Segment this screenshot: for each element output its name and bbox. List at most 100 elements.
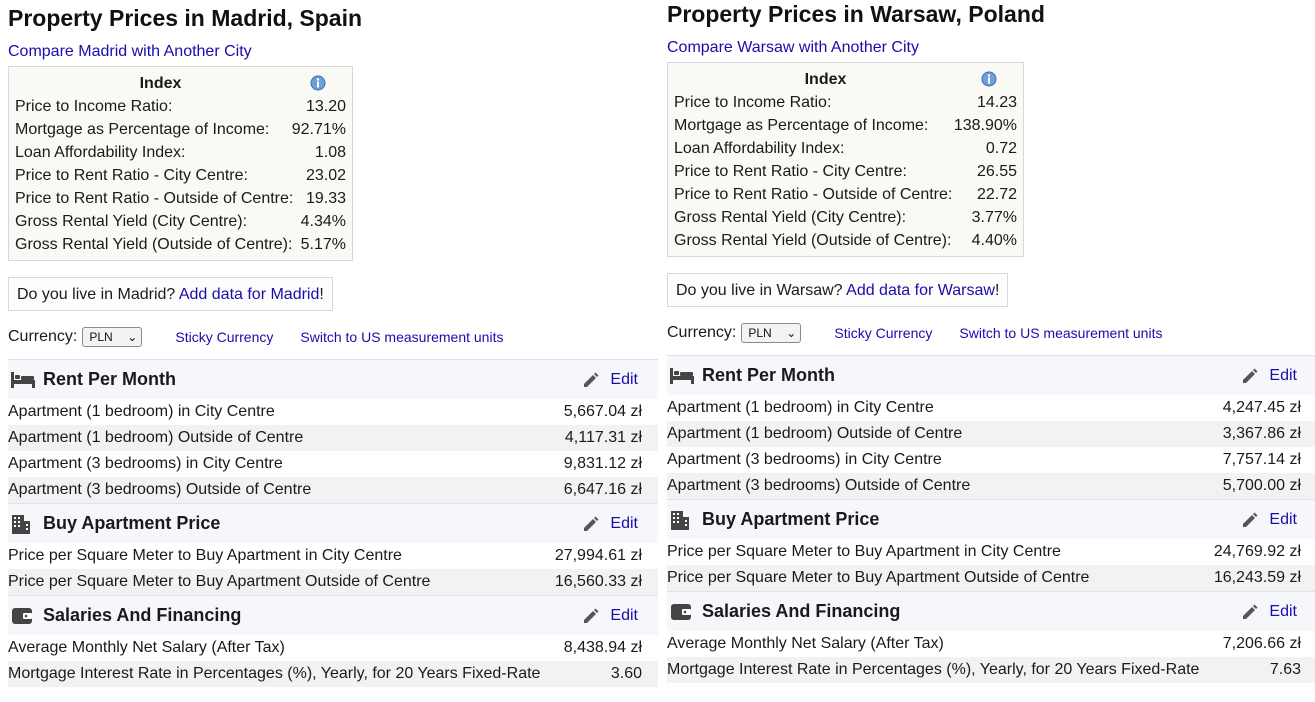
pencil-icon	[1243, 604, 1258, 619]
section-title: Rent Per Month	[702, 365, 835, 385]
currency-selected: PLN	[89, 330, 113, 344]
currency-select[interactable]: PLN ⌄	[82, 327, 143, 347]
row-value: 3.60	[610, 665, 642, 682]
sticky-currency-link[interactable]: Sticky Currency	[834, 325, 933, 341]
index-value: 4.34%	[300, 213, 346, 230]
row-label: Price per Square Meter to Buy Apartment …	[8, 573, 431, 590]
row-label: Mortgage Interest Rate in Percentages (%…	[8, 665, 541, 682]
row-label: Price per Square Meter to Buy Apartment …	[667, 543, 1061, 560]
edit-button[interactable]: Edit	[582, 515, 658, 533]
index-label: Mortgage as Percentage of Income:	[15, 121, 270, 138]
index-label: Price to Rent Ratio - Outside of Centre:	[674, 186, 953, 203]
index-label: Price to Rent Ratio - City Centre:	[15, 167, 248, 184]
currency-select[interactable]: PLN ⌄	[741, 323, 802, 343]
edit-label: Edit	[1269, 602, 1297, 620]
index-value: 3.77%	[971, 209, 1017, 226]
index-label: Mortgage as Percentage of Income:	[674, 117, 929, 134]
info-icon[interactable]	[981, 71, 997, 87]
row-label: Apartment (3 bedrooms) in City Centre	[8, 455, 283, 472]
table-row: Apartment (1 bedroom) in City Centre 5,66…	[8, 399, 658, 425]
index-row: Loan Affordability Index: 0.72	[674, 137, 1017, 160]
table-row: Price per Square Meter to Buy Apartment …	[8, 543, 658, 569]
row-value: 4,117.31 zł	[564, 429, 642, 446]
table-row: Apartment (3 bedrooms) Outside of Centre…	[667, 473, 1315, 499]
index-label: Loan Affordability Index:	[674, 140, 845, 157]
edit-button[interactable]: Edit	[582, 371, 658, 389]
rent-rows: Apartment (1 bedroom) in City Centre 5,66…	[8, 399, 658, 503]
buy-rows: Price per Square Meter to Buy Apartment …	[667, 539, 1315, 591]
section-title: Buy Apartment Price	[43, 513, 221, 533]
row-label: Apartment (3 bedrooms) in City Centre	[667, 451, 942, 468]
row-value: 8,438.94 zł	[563, 639, 642, 656]
table-row: Price per Square Meter to Buy Apartment …	[8, 569, 658, 595]
pencil-icon	[1243, 368, 1258, 383]
row-label: Apartment (1 bedroom) Outside of Centre	[8, 429, 304, 446]
section-header-salaries: Salaries And Financing Edit	[667, 591, 1315, 631]
currency-label: Currency:	[8, 328, 78, 345]
table-row: Price per Square Meter to Buy Apartment …	[667, 565, 1315, 591]
live-question: Do you live in Madrid?	[17, 286, 179, 303]
live-tail: !	[319, 286, 324, 303]
salaries-rows: Average Monthly Net Salary (After Tax) 7,…	[667, 631, 1315, 683]
index-header: Index	[139, 75, 182, 92]
us-units-link[interactable]: Switch to US measurement units	[300, 329, 504, 345]
index-value: 23.02	[305, 167, 346, 184]
index-box: Index Price to Income Ratio: 14.23 Mortga…	[667, 62, 1024, 257]
index-label: Gross Rental Yield (City Centre):	[674, 209, 907, 226]
live-in-city-box: Do you live in Madrid? Add data for Madr…	[8, 277, 333, 311]
index-label: Price to Rent Ratio - Outside of Centre:	[15, 190, 294, 207]
add-data-link[interactable]: Add data for Madrid	[178, 286, 320, 303]
table-row: Apartment (1 bedroom) Outside of Centre 3…	[667, 421, 1315, 447]
index-row: Price to Income Ratio: 13.20	[15, 95, 346, 118]
compare-city-link[interactable]: Compare Madrid with Another City	[8, 43, 252, 60]
row-label: Average Monthly Net Salary (After Tax)	[667, 635, 944, 652]
wallet-icon	[11, 606, 35, 626]
index-label: Price to Income Ratio:	[674, 94, 832, 111]
row-value: 27,994.61 zł	[554, 547, 642, 564]
row-value: 4,247.45 zł	[1222, 399, 1301, 416]
section-header-rent: Rent Per Month Edit	[8, 359, 658, 399]
info-icon[interactable]	[310, 75, 326, 91]
edit-label: Edit	[610, 514, 638, 532]
row-value: 7,757.14 zł	[1222, 451, 1301, 468]
table-row: Price per Square Meter to Buy Apartment …	[667, 539, 1315, 565]
page-title: Property Prices in Madrid, Spain	[8, 5, 363, 31]
index-label: Gross Rental Yield (City Centre):	[15, 213, 248, 230]
section-header-buy: Buy Apartment Price Edit	[8, 503, 658, 543]
city-column-right: Property Prices in Warsaw, Poland Compar…	[667, 0, 1315, 683]
index-row: Price to Rent Ratio - Outside of Centre:…	[15, 187, 346, 210]
table-row: Apartment (1 bedroom) Outside of Centre 4…	[8, 425, 658, 451]
currency-selected: PLN	[748, 326, 772, 340]
edit-button[interactable]: Edit	[1241, 511, 1315, 529]
live-tail: !	[994, 282, 1000, 299]
index-row: Gross Rental Yield (City Centre): 4.34%	[15, 210, 346, 233]
row-value: 9,831.12 zł	[563, 455, 642, 472]
table-row: Mortgage Interest Rate in Percentages (%…	[8, 661, 658, 687]
row-label: Apartment (3 bedrooms) Outside of Centre	[667, 477, 971, 494]
row-value: 5,667.04 zł	[563, 403, 642, 420]
pencil-icon	[584, 516, 599, 531]
edit-button[interactable]: Edit	[582, 607, 658, 625]
edit-button[interactable]: Edit	[1241, 603, 1315, 621]
table-row: Apartment (3 bedrooms) Outside of Centre…	[8, 477, 658, 503]
section-title: Buy Apartment Price	[702, 509, 880, 529]
table-row: Mortgage Interest Rate in Percentages (%…	[667, 657, 1315, 683]
edit-button[interactable]: Edit	[1241, 367, 1315, 385]
index-row: Price to Rent Ratio - Outside of Centre:…	[674, 183, 1017, 206]
section-title: Salaries And Financing	[43, 605, 242, 625]
bed-icon	[11, 370, 35, 390]
index-value: 26.55	[976, 163, 1017, 180]
index-box: Index Price to Income Ratio: 13.20 Mortga…	[8, 66, 353, 261]
us-units-link[interactable]: Switch to US measurement units	[959, 325, 1163, 341]
index-value: 4.40%	[971, 232, 1017, 249]
section-header-salaries: Salaries And Financing Edit	[8, 595, 658, 635]
sticky-currency-link[interactable]: Sticky Currency	[175, 329, 274, 345]
compare-city-link[interactable]: Compare Warsaw with Another City	[667, 39, 919, 56]
wallet-icon	[670, 602, 694, 622]
index-value: 1.08	[314, 144, 346, 161]
table-row: Apartment (1 bedroom) in City Centre 4,24…	[667, 395, 1315, 421]
index-label: Price to Income Ratio:	[15, 98, 173, 115]
index-row: Price to Rent Ratio - City Centre: 26.55	[674, 160, 1017, 183]
add-data-link[interactable]: Add data for Warsaw	[846, 282, 995, 299]
page-title: Property Prices in Warsaw, Poland	[667, 1, 1045, 27]
